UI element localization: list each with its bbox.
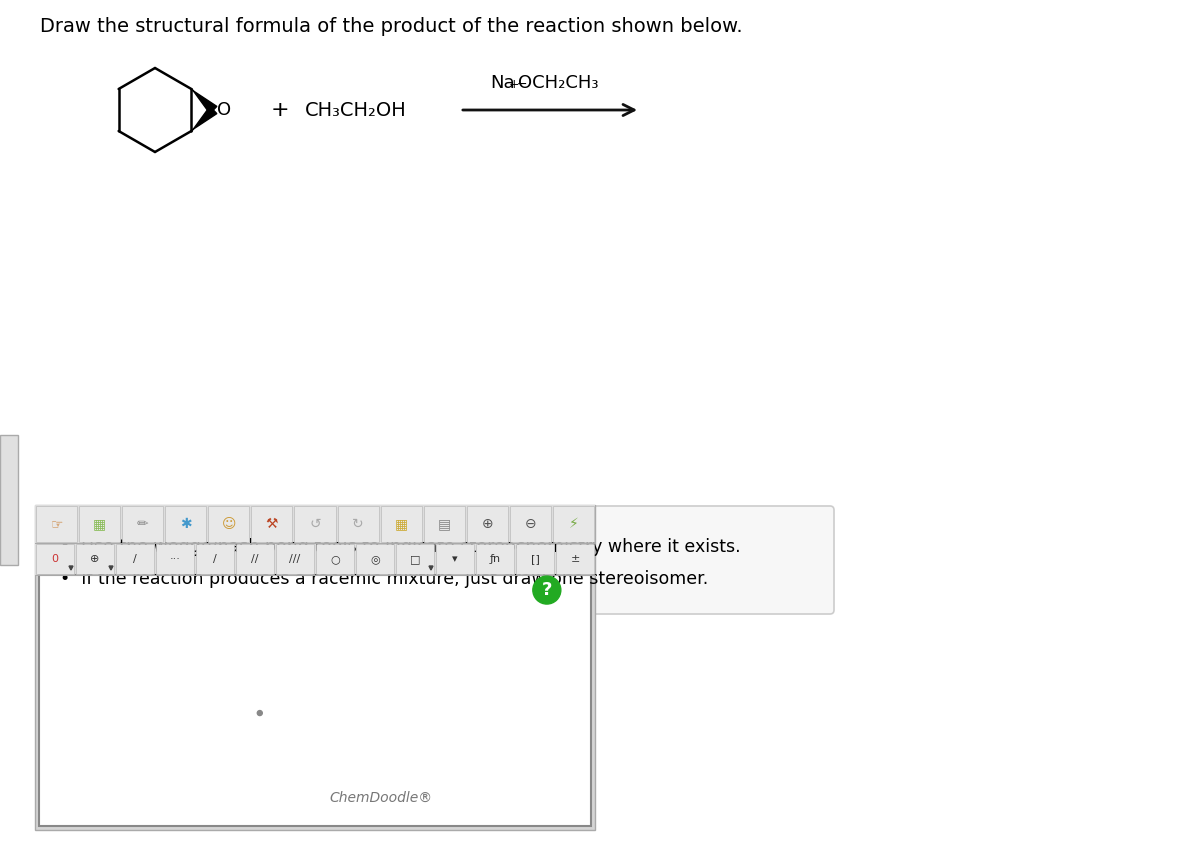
Bar [294,506,336,542]
Bar [209,506,250,542]
Text: □: □ [409,554,420,564]
FancyBboxPatch shape [36,506,834,614]
Text: ▦: ▦ [94,517,106,531]
Text: ?: ? [541,581,552,599]
Bar [116,544,154,574]
Text: ⚡: ⚡ [569,517,578,531]
Bar [251,506,293,542]
Bar [236,544,274,574]
Bar [166,506,206,542]
Bar [436,544,474,574]
Bar [35,505,595,543]
Bar [553,506,594,542]
Text: ···: ··· [169,554,180,564]
Text: ⊖: ⊖ [524,517,536,531]
Bar [380,506,421,542]
Bar [122,506,163,542]
Bar [36,506,77,542]
Text: ✏: ✏ [137,517,149,531]
Text: ⚒: ⚒ [265,517,278,531]
Text: O: O [217,101,232,119]
Text: 0: 0 [52,554,59,564]
Bar [35,543,595,575]
Text: •  If the reaction produces a racemic mixture, just draw one stereoisomer.: • If the reaction produces a racemic mix… [60,570,708,588]
Text: ///: /// [289,554,301,564]
Polygon shape [70,566,73,570]
Text: ↺: ↺ [310,517,320,531]
Polygon shape [109,566,113,570]
Circle shape [533,576,560,604]
Bar [196,544,234,574]
Text: ▦: ▦ [395,517,408,531]
Text: /: / [214,554,217,564]
Bar [36,544,74,574]
Bar [396,544,434,574]
Text: +: + [271,100,289,120]
Polygon shape [191,88,217,113]
Bar [316,544,354,574]
Bar [35,505,595,830]
Text: −: − [517,78,528,91]
Text: Na: Na [490,74,515,92]
Circle shape [257,710,263,715]
Bar [556,544,594,574]
Text: Draw the structural formula of the product of the reaction shown below.: Draw the structural formula of the produ… [40,17,743,36]
Polygon shape [191,106,217,131]
Text: ⊕: ⊕ [90,554,100,564]
Text: OCH₂CH₃: OCH₂CH₃ [518,74,599,92]
Bar [276,544,314,574]
Text: ƒn: ƒn [490,554,500,564]
Text: ☞: ☞ [50,517,62,531]
Bar [516,544,554,574]
Text: ▾: ▾ [452,554,458,564]
Text: //: // [251,554,259,564]
Polygon shape [430,566,433,570]
Text: ◎: ◎ [370,554,380,564]
Bar [79,506,120,542]
Bar [38,575,592,826]
Bar [356,544,394,574]
Bar [337,506,379,542]
Bar [424,506,464,542]
Text: ChemDoodle®: ChemDoodle® [330,791,433,804]
Text: ✱: ✱ [180,517,192,531]
Text: •  Use the wedge/hash bond tools to indicate stereochemistry where it exists.: • Use the wedge/hash bond tools to indic… [60,538,740,556]
Text: ▤: ▤ [438,517,451,531]
Text: ±: ± [570,554,580,564]
Text: ○: ○ [330,554,340,564]
Bar [0,435,18,565]
Text: CH₃CH₂OH: CH₃CH₂OH [305,100,407,119]
Text: /: / [133,554,137,564]
Bar [156,544,194,574]
Bar [76,544,114,574]
Text: []: [] [530,554,540,564]
Text: ☺: ☺ [222,517,236,531]
Bar [467,506,508,542]
Text: ↻: ↻ [353,517,364,531]
Bar [510,506,551,542]
Text: +: + [509,78,520,91]
Text: ⊕: ⊕ [481,517,493,531]
Bar [476,544,514,574]
